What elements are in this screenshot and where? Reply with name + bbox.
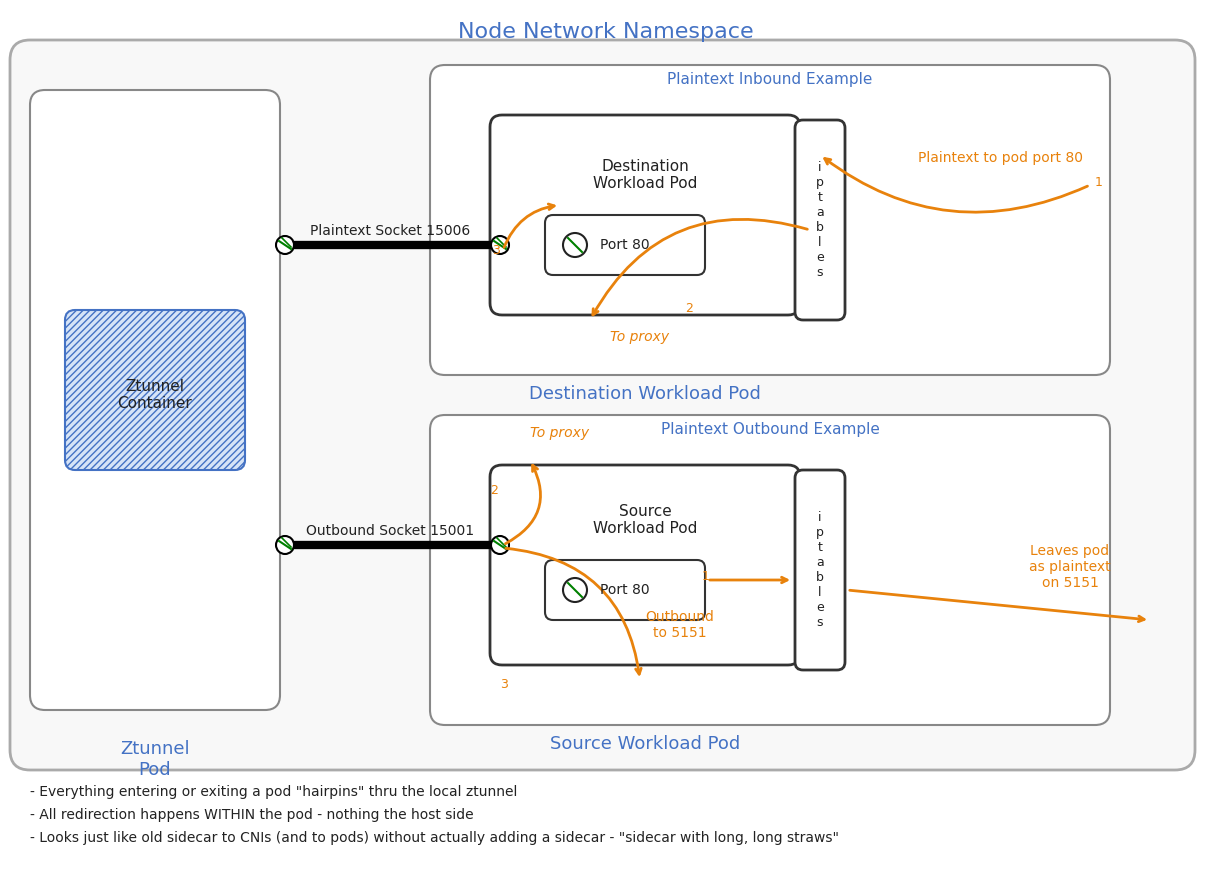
Text: 3: 3 (501, 679, 508, 692)
Text: Leaves pod
as plaintext
on 5151: Leaves pod as plaintext on 5151 (1029, 544, 1111, 590)
Text: Outbound
to 5151: Outbound to 5151 (646, 610, 714, 640)
Text: - Looks just like old sidecar to CNIs (and to pods) without actually adding a si: - Looks just like old sidecar to CNIs (a… (30, 831, 839, 845)
Text: Plaintext to pod port 80: Plaintext to pod port 80 (917, 151, 1082, 165)
FancyBboxPatch shape (30, 90, 280, 710)
Text: Plaintext Outbound Example: Plaintext Outbound Example (661, 422, 880, 437)
Text: i
p
t
a
b
l
e
s: i p t a b l e s (816, 161, 824, 279)
Text: 1: 1 (702, 571, 710, 583)
FancyBboxPatch shape (545, 215, 705, 275)
Text: Source Workload Pod: Source Workload Pod (550, 735, 741, 753)
Circle shape (564, 233, 587, 257)
Text: 3: 3 (492, 243, 501, 256)
Text: Node Network Namespace: Node Network Namespace (458, 22, 754, 42)
FancyBboxPatch shape (430, 415, 1110, 725)
Text: Destination Workload Pod: Destination Workload Pod (530, 385, 761, 403)
Text: To proxy: To proxy (531, 426, 589, 440)
Text: Destination
Workload Pod: Destination Workload Pod (593, 159, 697, 191)
Text: Ztunnel
Container: Ztunnel Container (118, 379, 193, 411)
Text: Plaintext Socket 15006: Plaintext Socket 15006 (310, 224, 470, 238)
Text: Outbound Socket 15001: Outbound Socket 15001 (305, 524, 474, 538)
Text: Source
Workload Pod: Source Workload Pod (593, 504, 697, 536)
Text: 1: 1 (1094, 176, 1103, 189)
Text: i
p
t
a
b
l
e
s: i p t a b l e s (816, 511, 824, 629)
Text: 2: 2 (490, 483, 498, 496)
Text: Plaintext Inbound Example: Plaintext Inbound Example (668, 72, 873, 87)
Circle shape (491, 536, 509, 554)
FancyBboxPatch shape (65, 310, 245, 470)
Text: Port 80: Port 80 (600, 238, 650, 252)
FancyBboxPatch shape (545, 560, 705, 620)
FancyBboxPatch shape (795, 470, 845, 670)
FancyBboxPatch shape (10, 40, 1195, 770)
Text: - Everything entering or exiting a pod "hairpins" thru the local ztunnel: - Everything entering or exiting a pod "… (30, 785, 518, 799)
Circle shape (276, 536, 295, 554)
FancyBboxPatch shape (490, 115, 800, 315)
Text: - All redirection happens WITHIN the pod - nothing the host side: - All redirection happens WITHIN the pod… (30, 808, 474, 822)
Circle shape (491, 236, 509, 254)
Circle shape (276, 236, 295, 254)
Text: Ztunnel
Pod: Ztunnel Pod (120, 740, 190, 779)
Text: To proxy: To proxy (611, 330, 669, 344)
Text: Port 80: Port 80 (600, 583, 650, 597)
FancyBboxPatch shape (430, 65, 1110, 375)
Circle shape (564, 578, 587, 602)
FancyBboxPatch shape (490, 465, 800, 665)
Text: 2: 2 (685, 302, 693, 315)
FancyBboxPatch shape (795, 120, 845, 320)
